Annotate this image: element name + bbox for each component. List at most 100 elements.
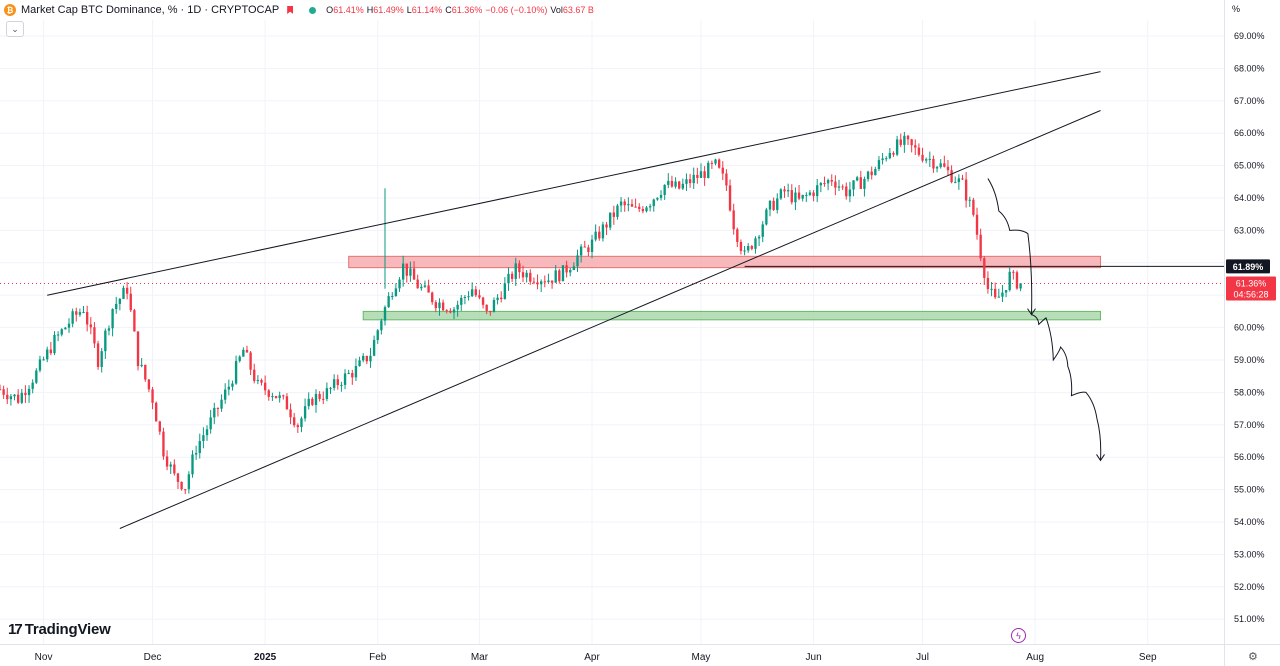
candle-body [816, 185, 819, 197]
candle-body [699, 171, 703, 178]
candle [859, 170, 862, 190]
y-tick-label: 55.00% [1234, 485, 1265, 495]
candle [343, 369, 347, 390]
candle-body [383, 307, 387, 321]
candle [202, 427, 205, 449]
candles [0, 131, 1022, 495]
y-tick-label: 69.00% [1234, 31, 1265, 41]
candle-body [154, 402, 158, 422]
candle [554, 265, 557, 283]
candle [612, 205, 615, 225]
candle-body [558, 270, 561, 282]
candle-body [463, 297, 467, 299]
candle [609, 212, 612, 231]
tradingview-logo[interactable]: 17 TradingView [8, 621, 111, 638]
candle-body [369, 355, 372, 362]
candle-body [416, 279, 419, 289]
candle [467, 291, 470, 301]
candle [463, 294, 467, 305]
candle [431, 291, 434, 305]
flag-icon[interactable] [287, 6, 294, 14]
level-label: 61.89% [1233, 262, 1264, 272]
candle-body [659, 194, 663, 198]
candle [405, 263, 408, 283]
candle [899, 133, 902, 148]
candle [957, 174, 961, 190]
candle-body [979, 234, 982, 259]
candle [681, 178, 685, 191]
candle [118, 297, 122, 311]
candle-body [293, 417, 296, 426]
candle [924, 157, 928, 164]
candle [529, 269, 532, 285]
candle [1019, 283, 1022, 292]
time-axis: Nov Dec 2025 Feb Mar Apr May Jun Jul Aug Sep [35, 652, 1157, 663]
candle-body [961, 178, 964, 180]
candle [510, 271, 514, 283]
candle [583, 240, 586, 248]
collapse-legend-button[interactable]: ⌄ [6, 21, 24, 37]
candle [56, 331, 60, 342]
candle [441, 299, 445, 311]
candle [812, 190, 815, 202]
gear-icon[interactable]: ⚙ [1248, 650, 1258, 663]
ohlc-high: H61.49% [366, 5, 404, 15]
candle [492, 297, 496, 313]
candle-body [590, 239, 594, 252]
candle [863, 176, 866, 197]
candle [387, 292, 390, 308]
candle [903, 131, 906, 153]
candle-body [158, 421, 161, 432]
x-tick-label: Aug [1026, 652, 1044, 663]
candle-body [111, 309, 114, 329]
candle [514, 257, 517, 286]
candle [699, 163, 703, 178]
candle [870, 166, 873, 180]
candle-body [881, 158, 884, 161]
candle-body [46, 349, 49, 360]
candle-body [144, 364, 147, 380]
candle [972, 197, 975, 217]
candle-body [714, 159, 717, 164]
candle-body [819, 183, 823, 186]
candle-body [845, 186, 848, 197]
candle [133, 308, 136, 332]
candle [154, 401, 158, 422]
candle [630, 199, 634, 207]
candle [285, 393, 289, 410]
candle-body [855, 177, 859, 181]
candle-body [405, 263, 408, 276]
candle [325, 382, 329, 402]
candle-body [983, 258, 986, 278]
candle-body [67, 323, 71, 328]
candle [67, 318, 71, 333]
bolt-icon[interactable]: ϟ [1011, 628, 1026, 643]
candle [249, 351, 252, 376]
y-tick-label: 56.00% [1234, 452, 1265, 462]
candle [500, 291, 503, 303]
candle [427, 279, 430, 293]
candle-body [717, 159, 721, 168]
candle-body [271, 396, 274, 398]
candle-body [623, 201, 626, 206]
axis-unit-label[interactable]: % [1232, 4, 1241, 14]
candle [845, 182, 848, 200]
candle-body [903, 135, 906, 145]
x-tick-label: Dec [144, 652, 162, 663]
candle-body [1004, 290, 1008, 293]
candle [525, 270, 528, 283]
candle [245, 345, 249, 353]
candle-body [478, 295, 481, 298]
candle-body [663, 184, 666, 195]
candle-body [797, 192, 801, 199]
candle-body [470, 289, 474, 297]
candle [6, 387, 9, 404]
candle-body [826, 180, 830, 184]
candle [220, 394, 223, 412]
candle-body [318, 393, 321, 399]
candle-body [790, 190, 793, 203]
candle [714, 158, 717, 166]
candle-body [707, 162, 710, 178]
symbol-title[interactable]: Market Cap BTC Dominance, % · 1D · CRYPT… [21, 4, 280, 16]
